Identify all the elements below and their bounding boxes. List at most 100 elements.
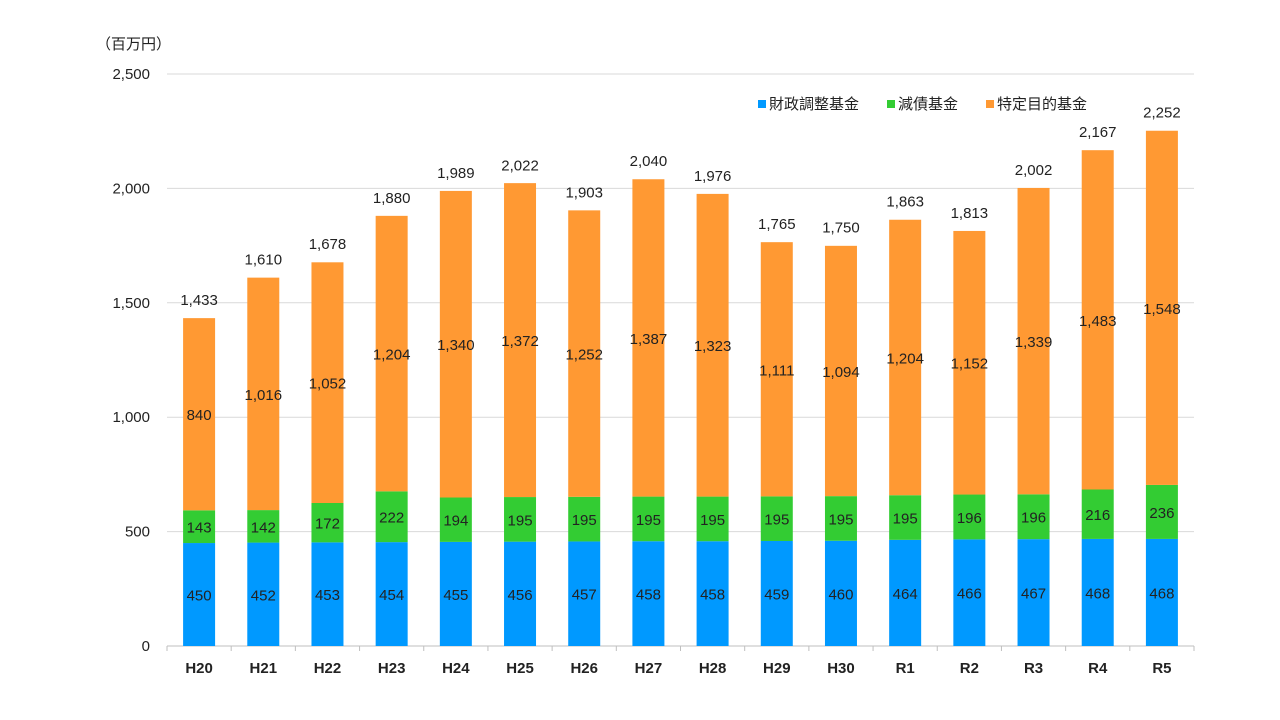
total-label: 1,863 bbox=[886, 194, 924, 211]
bar-segment-zaisei bbox=[504, 541, 537, 646]
data-label: 458 bbox=[700, 587, 725, 604]
data-label: 236 bbox=[1149, 505, 1174, 522]
data-label: 457 bbox=[572, 587, 597, 604]
data-label: 194 bbox=[443, 513, 468, 530]
x-tick-label: H20 bbox=[185, 660, 213, 677]
data-label: 840 bbox=[187, 407, 212, 424]
data-label: 456 bbox=[508, 587, 533, 604]
bar-segment-tokutei bbox=[824, 245, 857, 497]
data-label: 453 bbox=[315, 587, 340, 604]
data-label: 450 bbox=[187, 588, 212, 605]
bar-segment-gensai bbox=[183, 510, 216, 544]
bar-segment-zaisei bbox=[696, 541, 729, 646]
data-label: 195 bbox=[572, 512, 597, 529]
total-label: 2,002 bbox=[1015, 162, 1053, 179]
y-tick-label: 2,000 bbox=[112, 180, 150, 197]
y-tick-label: 500 bbox=[125, 524, 150, 541]
bar-segment-gensai bbox=[824, 496, 857, 541]
data-label: 195 bbox=[764, 512, 789, 529]
bar-segment-zaisei bbox=[183, 543, 216, 646]
total-label: 1,610 bbox=[245, 252, 283, 269]
bar-segment-zaisei bbox=[439, 541, 472, 646]
data-label: 196 bbox=[1021, 510, 1046, 527]
bar-segment-gensai bbox=[439, 497, 472, 542]
bar-segment-zaisei bbox=[1017, 539, 1050, 646]
y-tick-label: 0 bbox=[142, 638, 150, 655]
bar-segment-zaisei bbox=[1081, 538, 1114, 646]
bar-segment-gensai bbox=[568, 496, 601, 542]
bar-segment-tokutei bbox=[696, 193, 729, 497]
data-label: 467 bbox=[1021, 586, 1046, 603]
total-label: 1,433 bbox=[180, 292, 218, 309]
data-label: 222 bbox=[379, 510, 404, 527]
x-tick-label: H21 bbox=[250, 660, 278, 677]
data-label: 464 bbox=[893, 586, 918, 603]
bar-segment-gensai bbox=[375, 491, 408, 543]
legend-item-tokutei: 特定目的基金 bbox=[986, 93, 1087, 114]
total-label: 2,167 bbox=[1079, 124, 1117, 141]
bar-segment-tokutei bbox=[632, 179, 665, 497]
legend-label-tokutei: 特定目的基金 bbox=[997, 95, 1088, 113]
y-tick-label: 1,500 bbox=[112, 295, 150, 312]
x-tick-label: H23 bbox=[378, 660, 406, 677]
bar-segment-gensai bbox=[760, 496, 793, 541]
legend-label-zaisei: 財政調整基金 bbox=[769, 95, 860, 113]
total-label: 2,252 bbox=[1143, 105, 1181, 122]
bar-segment-tokutei bbox=[247, 277, 280, 511]
bar-segment-gensai bbox=[632, 496, 665, 542]
bar-segment-gensai bbox=[696, 496, 729, 542]
bar-segment-tokutei bbox=[311, 262, 344, 503]
data-label: 1,204 bbox=[886, 350, 924, 367]
data-label: 1,323 bbox=[694, 338, 732, 355]
y-axis-unit-label: （百万円） bbox=[96, 35, 172, 53]
y-tick-label: 1,000 bbox=[112, 409, 150, 426]
data-label: 466 bbox=[957, 586, 982, 603]
data-label: 1,204 bbox=[373, 347, 411, 364]
data-label: 1,094 bbox=[822, 364, 860, 381]
data-label: 459 bbox=[764, 586, 789, 603]
x-tick-label: R4 bbox=[1088, 660, 1108, 677]
legend: 財政調整基金 減債基金 特定目的基金 bbox=[758, 93, 1087, 114]
data-label: 195 bbox=[508, 512, 533, 529]
data-label: 172 bbox=[315, 516, 340, 533]
data-label: 1,372 bbox=[501, 333, 539, 350]
data-label: 1,016 bbox=[245, 387, 283, 404]
data-label: 455 bbox=[443, 587, 468, 604]
data-label: 460 bbox=[828, 586, 853, 603]
total-label: 1,880 bbox=[373, 190, 411, 207]
bar-segment-zaisei bbox=[760, 540, 793, 646]
legend-item-gensai: 減債基金 bbox=[887, 93, 958, 114]
bar-segment-tokutei bbox=[504, 183, 537, 498]
x-tick-label: R5 bbox=[1152, 660, 1171, 677]
x-tick-label: H30 bbox=[827, 660, 855, 677]
total-label: 1,989 bbox=[437, 165, 475, 182]
data-label: 1,252 bbox=[565, 347, 603, 364]
y-tick-label: 2,500 bbox=[112, 66, 150, 83]
bar-segment-tokutei bbox=[568, 210, 601, 497]
bar-segment-zaisei bbox=[953, 539, 986, 646]
bar-segment-gensai bbox=[1081, 489, 1114, 539]
data-label: 195 bbox=[636, 512, 661, 529]
legend-swatch-tokutei bbox=[986, 99, 995, 108]
data-label: 458 bbox=[636, 587, 661, 604]
bar-segment-zaisei bbox=[375, 542, 408, 646]
data-label: 1,152 bbox=[951, 356, 989, 373]
data-label: 1,340 bbox=[437, 337, 475, 354]
bar-segment-tokutei bbox=[889, 219, 922, 496]
bar-segment-zaisei bbox=[824, 540, 857, 646]
data-label: 1,483 bbox=[1079, 313, 1117, 330]
total-label: 1,813 bbox=[951, 205, 989, 222]
x-tick-label: R1 bbox=[896, 660, 915, 677]
data-label: 195 bbox=[828, 511, 853, 528]
bar-segment-gensai bbox=[311, 503, 344, 543]
x-tick-label: H27 bbox=[635, 660, 663, 677]
legend-swatch-zaisei bbox=[758, 99, 766, 108]
bar-segment-gensai bbox=[889, 495, 922, 540]
x-tick-label: H22 bbox=[314, 660, 342, 677]
data-label: 1,548 bbox=[1143, 301, 1181, 318]
bar-segment-tokutei bbox=[183, 318, 216, 511]
bar-segment-tokutei bbox=[1081, 150, 1114, 490]
bar-segment-zaisei bbox=[568, 541, 601, 646]
x-tick-label: R3 bbox=[1024, 660, 1043, 677]
